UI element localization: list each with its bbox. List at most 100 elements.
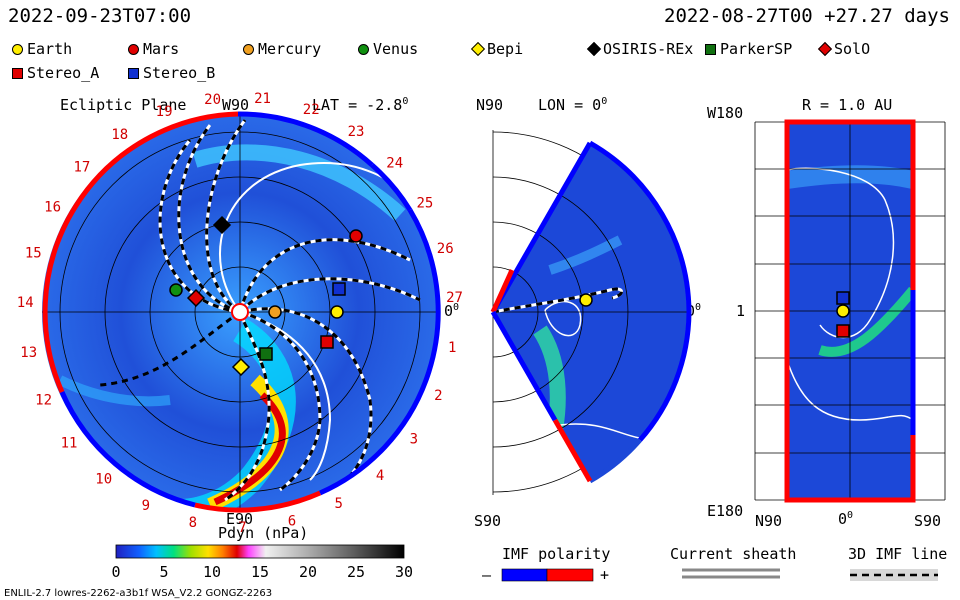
sector-number-label: 4 <box>376 468 384 484</box>
ecliptic-spacecraft-markers <box>169 215 850 377</box>
colorbar-tick-label: 25 <box>347 563 365 581</box>
colorbar <box>115 544 405 559</box>
ecliptic-top-label: W90 <box>222 96 250 114</box>
current-sheath-label: Current sheath <box>670 545 797 563</box>
sector-number-label: 5 <box>334 496 342 512</box>
sector-number-label: 17 <box>73 159 90 175</box>
imf-polarity-label: IMF polarity <box>502 545 611 563</box>
legend-parker: ParkerSP <box>705 40 792 58</box>
radial-x-left: N90 <box>755 512 783 530</box>
legend-osiris: OSIRIS-REx <box>586 40 694 58</box>
legend-stereo-a: Stereo_A <box>12 64 99 82</box>
radial-x-mid: 00 <box>838 510 854 528</box>
sector-number-label: 3 <box>410 431 418 447</box>
osiris-marker-icon <box>586 41 602 57</box>
venus-marker <box>169 283 183 297</box>
ecliptic-title: Ecliptic Plane <box>60 96 187 114</box>
ecliptic-bottom-label: E90 <box>226 510 254 528</box>
legend-mars: Mars <box>128 40 179 58</box>
colorbar-tick-label: 10 <box>203 563 221 581</box>
meridional-bottom-left: S90 <box>474 512 502 530</box>
legend-label: ParkerSP <box>720 40 793 58</box>
colorbar-tick-label: 15 <box>251 563 269 581</box>
imf-line-label: 3D IMF line <box>848 545 948 563</box>
legend-label: Stereo_B <box>143 64 216 82</box>
sector-number-label: 14 <box>17 295 34 311</box>
parkersp-marker <box>259 347 273 361</box>
meridional-right-label: 00 <box>686 302 702 320</box>
earth-marker <box>579 293 593 307</box>
right-timestamp: 2022-08-27T00 +27.27 days <box>664 5 950 27</box>
solo-marker-icon <box>817 41 833 57</box>
imf-positive-swatch <box>546 568 594 582</box>
osiris-rex-marker <box>212 215 232 235</box>
sector-number-label: 2 <box>434 388 442 404</box>
legend-label: Venus <box>373 40 419 58</box>
sector-number-label: 15 <box>25 246 42 262</box>
sector-number-label: 9 <box>142 498 150 514</box>
stereo-b-marker <box>836 291 850 305</box>
sector-number-label: 20 <box>204 92 221 108</box>
mars-marker <box>349 229 363 243</box>
left-timestamp: 2022-09-23T07:00 <box>8 5 192 27</box>
mercury-marker-icon <box>243 43 254 55</box>
sector-number-label: 8 <box>189 515 197 531</box>
legend-bepi: Bepi <box>470 40 524 58</box>
meridional-top-left: N90 <box>476 96 504 114</box>
legend-label: Bepi <box>487 40 524 58</box>
legend-earth: Earth <box>12 40 72 58</box>
sector-number-label: 16 <box>44 200 61 216</box>
ecliptic-lat-label: LAT = -2.80 <box>312 96 409 114</box>
ecliptic-plane-panel <box>42 111 441 513</box>
sector-number-label: 24 <box>386 156 403 172</box>
earth-marker-icon <box>12 43 23 55</box>
ecliptic-right-label: 00 <box>444 302 460 320</box>
model-info-footer: ENLIL-2.7 lowres-2262-a3b1f WSA_V2.2 GON… <box>4 588 273 599</box>
legend-stereo-b: Stereo_B <box>128 64 215 82</box>
legend-label: Stereo_A <box>27 64 100 82</box>
sector-number-label: 23 <box>348 124 365 140</box>
legend-solo: SolO <box>817 40 870 58</box>
radial-x-right: S90 <box>914 512 942 530</box>
stereo-b-marker <box>332 282 346 296</box>
parker-marker-icon <box>705 43 716 55</box>
sector-number-label: 25 <box>416 195 433 211</box>
sector-number-label: 13 <box>20 345 37 361</box>
meridional-panel <box>490 130 692 495</box>
sector-number-label: 18 <box>111 127 128 143</box>
imf-negative-swatch <box>501 568 548 582</box>
stereo-a-marker-icon <box>12 67 23 79</box>
radial-title: R = 1.0 AU <box>802 96 893 114</box>
colorbar-tick-label: 5 <box>159 563 168 581</box>
sun-icon <box>231 303 249 321</box>
sector-number-label: 26 <box>437 241 454 257</box>
sector-number-label: 1 <box>448 340 456 356</box>
mars-marker-icon <box>128 43 139 55</box>
stereo-a-marker <box>836 324 850 338</box>
sector-number-label: 10 <box>95 471 112 487</box>
venus-marker-icon <box>358 43 369 55</box>
imf-plus-label: + <box>600 566 610 584</box>
legend-mercury: Mercury <box>243 40 321 58</box>
stereo-b-marker-icon <box>128 67 139 79</box>
radial-panel <box>754 119 946 503</box>
earth-marker <box>836 304 850 318</box>
sector-number-label: 11 <box>61 435 78 451</box>
colorbar-label: Pdyn (nPa) <box>218 524 309 542</box>
sector-number-label: 21 <box>254 91 271 107</box>
sector-number-label: 12 <box>35 392 52 408</box>
meridional-lon-label: LON = 00 <box>538 96 608 114</box>
legend-label: OSIRIS-REx <box>603 40 694 58</box>
colorbar-tick-label: 30 <box>395 563 413 581</box>
legend-label: Mercury <box>258 40 322 58</box>
legend-venus: Venus <box>358 40 418 58</box>
stereo-a-marker <box>320 335 334 349</box>
bepi-marker-icon <box>470 41 486 57</box>
colorbar-tick-label: 20 <box>299 563 317 581</box>
mercury-marker <box>268 305 282 319</box>
earth-marker <box>330 305 344 319</box>
legend-label: Mars <box>143 40 180 58</box>
bepi-marker <box>231 357 251 377</box>
